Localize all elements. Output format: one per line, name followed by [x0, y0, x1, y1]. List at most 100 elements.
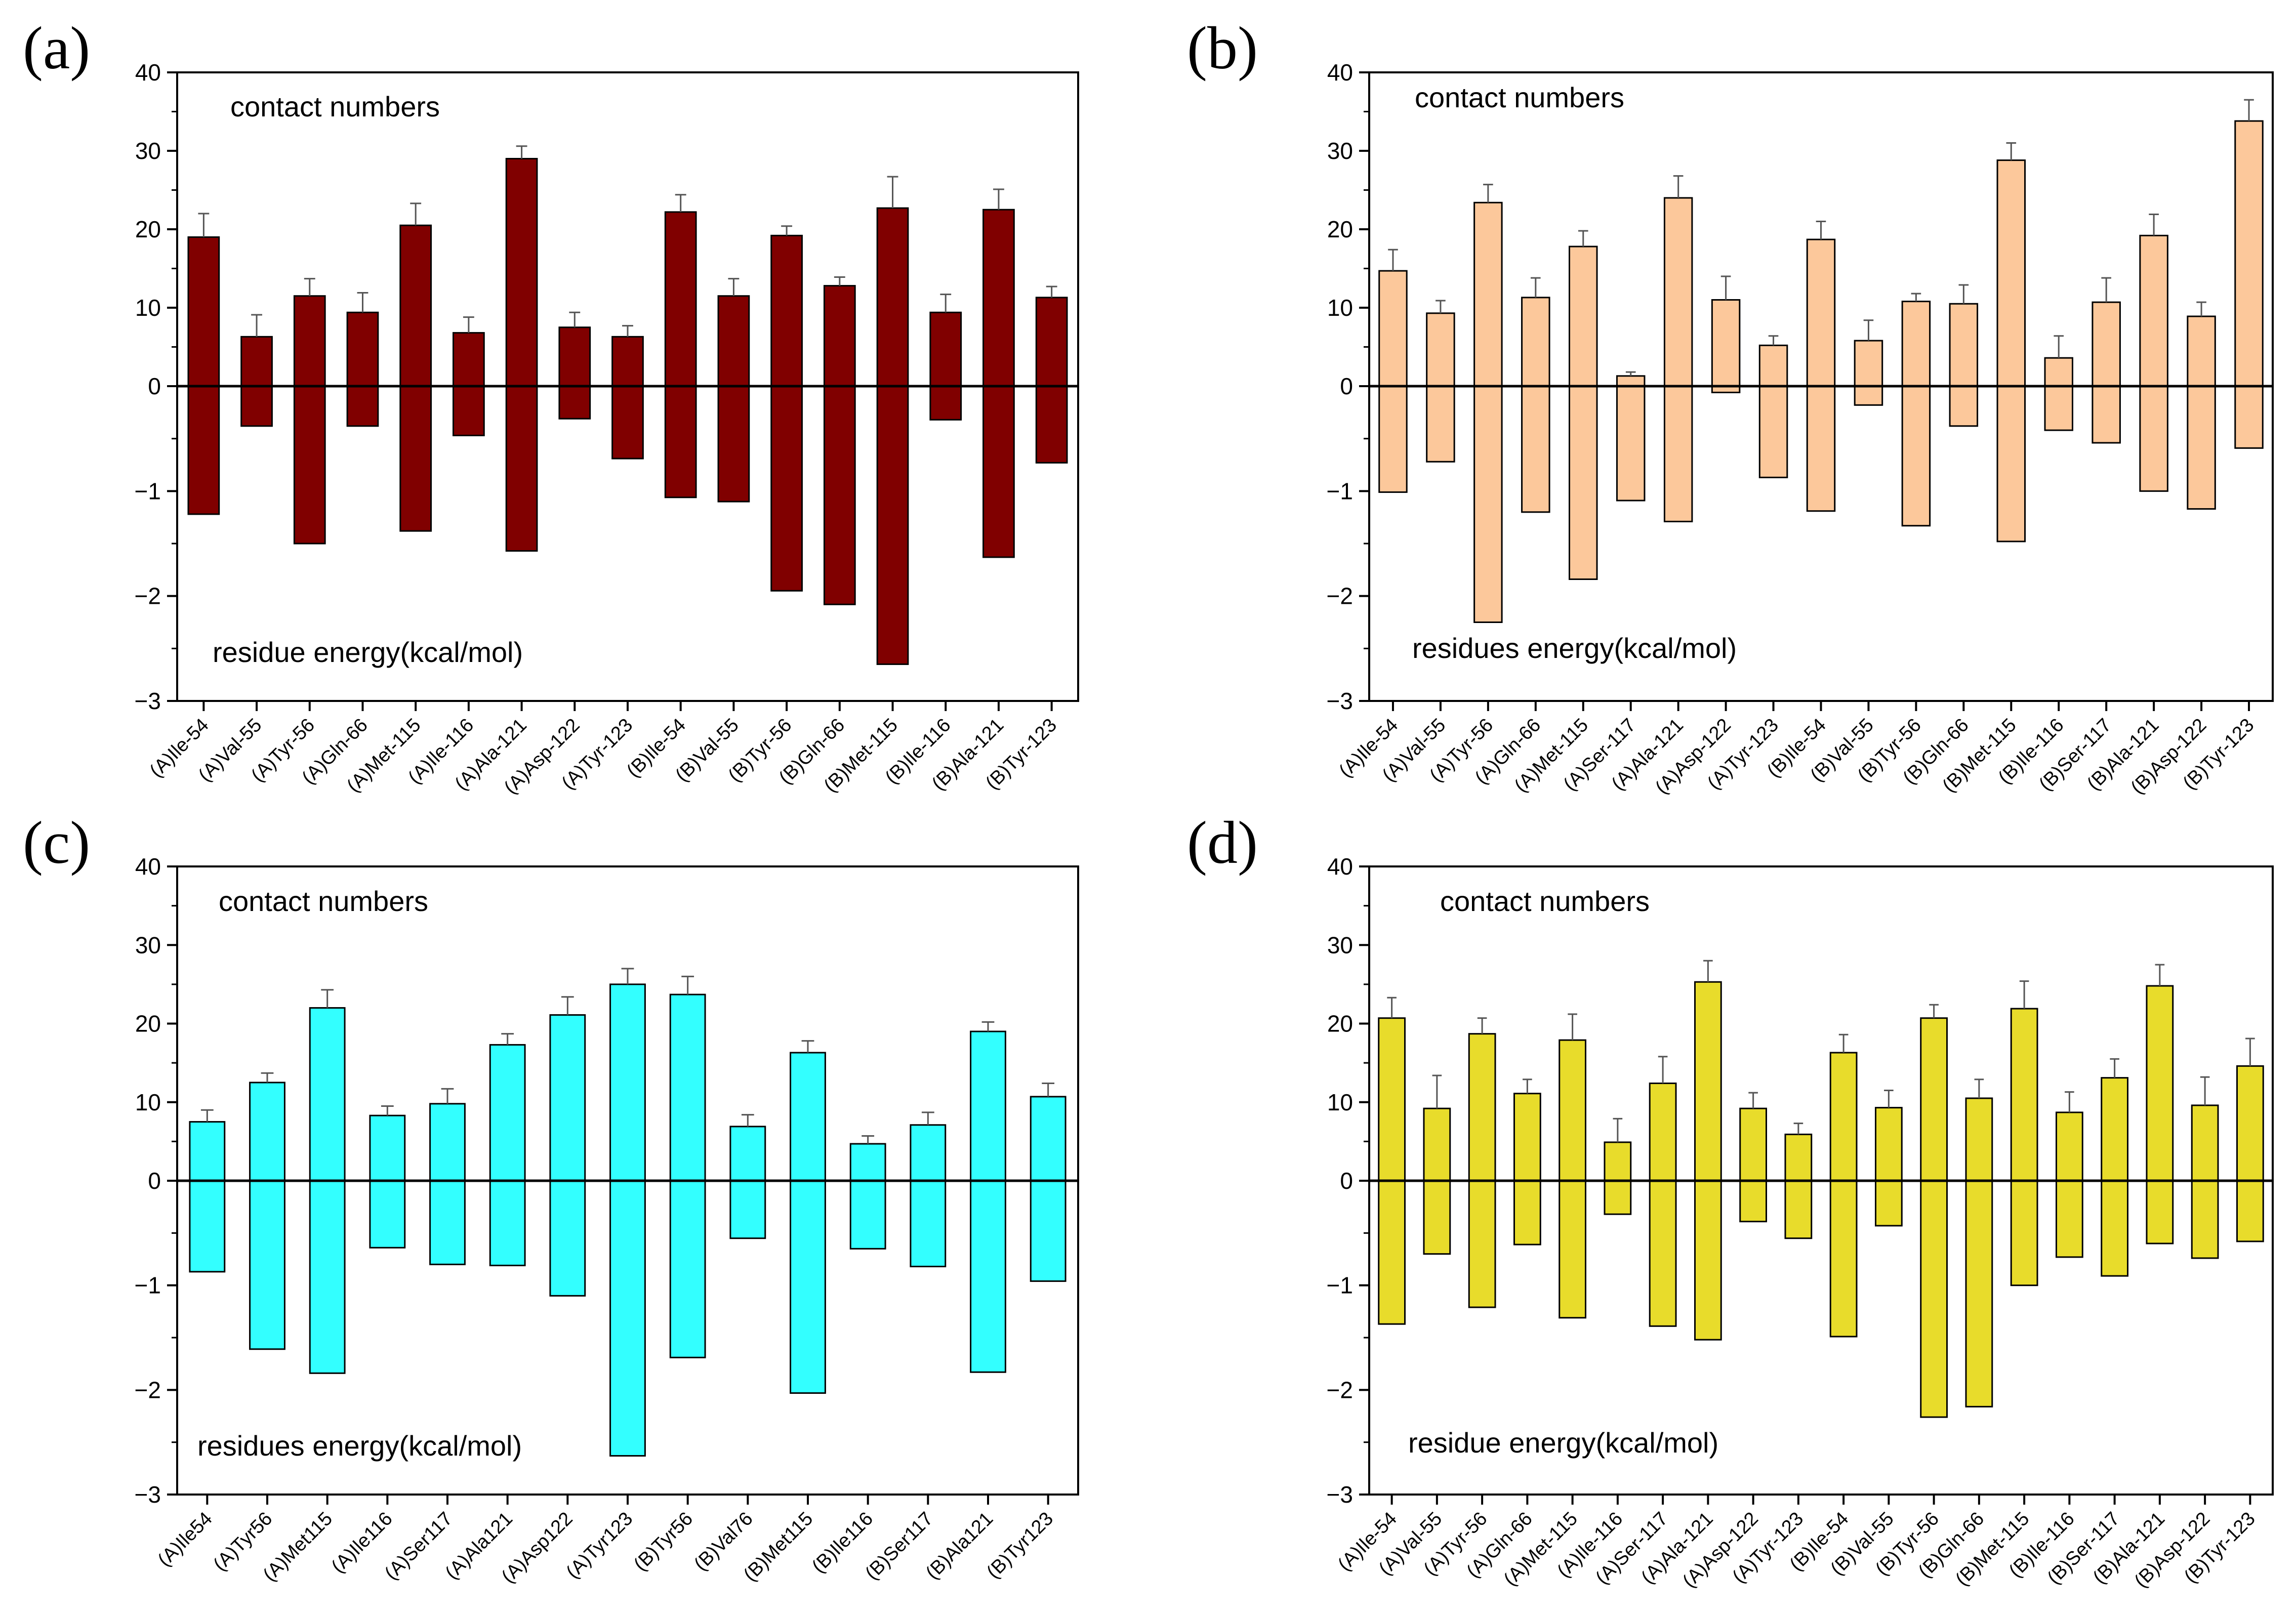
- energy-bar: [2187, 385, 2216, 510]
- contact-bar: [609, 983, 646, 1182]
- y-tick-label: −3: [1327, 1481, 1353, 1508]
- contact-bar: [717, 295, 750, 387]
- contact-numbers-label: contact numbers: [1415, 81, 1624, 113]
- contact-error-bar: [304, 278, 315, 296]
- contact-bar: [1378, 270, 1408, 387]
- energy-bar: [1663, 385, 1693, 522]
- y-tick-label: −2: [135, 583, 161, 609]
- contact-bar: [2055, 1111, 2083, 1182]
- contact-error-bar: [1768, 335, 1779, 346]
- contact-error-bar: [1911, 293, 1921, 302]
- contact-error-bar: [621, 968, 634, 984]
- contact-bar: [1829, 1052, 1858, 1182]
- energy-bar: [876, 385, 909, 665]
- energy-bar: [489, 1180, 526, 1266]
- energy-bar: [1559, 1180, 1587, 1319]
- energy-bar: [2191, 1180, 2219, 1259]
- contact-bar: [1694, 981, 1722, 1182]
- energy-bar: [309, 1180, 346, 1374]
- contact-bar: [249, 1082, 285, 1182]
- energy-bar: [1739, 1180, 1768, 1223]
- energy-bar: [1965, 1180, 1993, 1407]
- energy-bar: [790, 1180, 826, 1394]
- contact-bar: [1616, 375, 1646, 387]
- energy-bar: [2101, 1180, 2129, 1277]
- y-tick-label: 40: [1327, 59, 1353, 86]
- contact-error-bar: [940, 294, 952, 313]
- y-tick-label: 30: [1327, 138, 1353, 164]
- y-tick-label: −2: [1327, 583, 1353, 609]
- contact-error-bar: [1838, 1033, 1849, 1053]
- contact-error-bar: [728, 278, 740, 296]
- contact-bar: [2146, 985, 2174, 1182]
- energy-bar: [1426, 385, 1455, 463]
- contact-error-bar: [200, 1109, 214, 1122]
- contact-bar: [664, 211, 697, 387]
- y-tick-label: −2: [1327, 1377, 1353, 1403]
- contact-bar: [910, 1124, 947, 1182]
- contact-error-bar: [2200, 1076, 2210, 1105]
- contact-error-bar: [801, 1040, 814, 1053]
- energy-bar: [669, 1180, 706, 1358]
- energy-bar: [549, 1180, 586, 1297]
- contact-error-bar: [2019, 980, 2029, 1009]
- contact-numbers-label: contact numbers: [1440, 885, 1650, 917]
- y-tick-label: 0: [1340, 373, 1353, 399]
- contact-error-bar: [1387, 997, 1397, 1018]
- contact-bar: [1569, 245, 1598, 387]
- contact-error-bar: [198, 213, 210, 237]
- contact-error-bar: [251, 314, 262, 337]
- contact-error-bar: [622, 325, 633, 337]
- panel-letter: (c): [23, 809, 90, 876]
- energy-bar: [611, 385, 644, 460]
- contact-error-bar: [1673, 175, 1684, 198]
- contact-error-bar: [1658, 1056, 1668, 1084]
- energy-label: residues energy(kcal/mol): [197, 1430, 522, 1462]
- energy-bar: [369, 1180, 406, 1249]
- contact-bar: [1468, 1033, 1496, 1182]
- contact-error-bar: [2006, 142, 2017, 160]
- contact-error-bar: [463, 316, 474, 333]
- y-tick-label: 40: [1327, 853, 1353, 880]
- energy-bar: [1378, 385, 1408, 493]
- contact-bar: [2191, 1104, 2219, 1182]
- contact-bar: [1949, 303, 1979, 387]
- contact-error-bar: [1531, 277, 1541, 298]
- contact-error-bar: [1958, 284, 1969, 304]
- energy-bar: [1569, 385, 1598, 580]
- contact-error-bar: [1625, 371, 1636, 376]
- energy-bar: [2010, 1180, 2038, 1287]
- y-tick-label: −1: [135, 478, 161, 504]
- contact-bar: [1559, 1039, 1587, 1182]
- contact-bar: [346, 311, 379, 387]
- contact-bar: [240, 336, 273, 387]
- contact-error-bar: [441, 1088, 454, 1104]
- contact-error-bar: [1046, 285, 1057, 298]
- contact-error-bar: [261, 1072, 274, 1083]
- energy-bar: [970, 1180, 1006, 1373]
- panel-letter: (d): [1187, 809, 1258, 876]
- contact-bar: [2092, 301, 2121, 387]
- energy-label: residue energy(kcal/mol): [213, 636, 523, 668]
- energy-bar: [2092, 385, 2121, 444]
- contact-error-bar: [887, 176, 898, 209]
- contact-error-bar: [2245, 1038, 2255, 1066]
- contact-bar: [849, 1143, 886, 1182]
- contact-bar: [2234, 120, 2264, 387]
- contact-error-bar: [981, 1021, 995, 1032]
- contact-bar: [453, 332, 485, 387]
- energy-bar: [729, 1180, 766, 1239]
- contact-error-bar: [1477, 1017, 1487, 1034]
- energy-bar: [1604, 1180, 1632, 1215]
- contact-bar: [1663, 197, 1693, 387]
- energy-bar: [1784, 1180, 1813, 1239]
- y-tick-label: 30: [135, 138, 161, 164]
- contact-bar: [293, 295, 326, 387]
- energy-bar: [1616, 385, 1646, 502]
- contact-bar: [1649, 1082, 1677, 1182]
- energy-bar: [717, 385, 750, 503]
- contact-bar: [823, 285, 856, 387]
- energy-bar: [664, 385, 697, 499]
- y-tick-label: 10: [135, 295, 161, 321]
- y-tick-label: −3: [135, 688, 161, 714]
